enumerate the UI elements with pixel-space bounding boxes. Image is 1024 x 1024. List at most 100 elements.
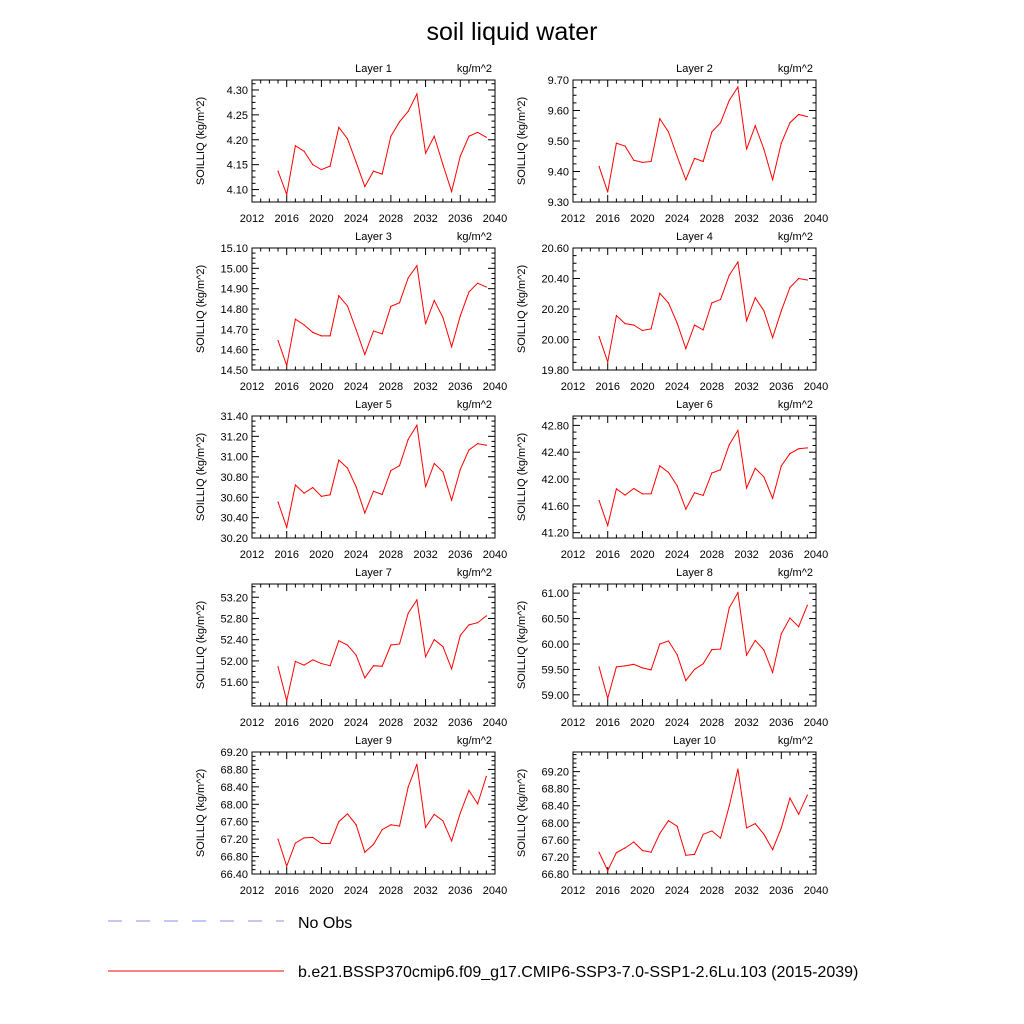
panel-units: kg/m^2: [778, 399, 813, 411]
data-point: [459, 468, 461, 470]
data-point: [641, 329, 644, 332]
data-point: [346, 305, 349, 307]
x-tick-label: 2012: [561, 717, 585, 729]
data-point: [407, 277, 409, 279]
data-point: [433, 299, 435, 302]
data-point: [763, 476, 765, 478]
y-tick-label: 4.30: [227, 85, 248, 97]
panel-title: Layer 7: [355, 567, 392, 579]
x-tick-label: 2036: [769, 549, 793, 561]
y-axis-label: SOILLIQ (kg/m^2): [516, 97, 528, 185]
y-tick-label: 52.80: [220, 613, 248, 625]
panel-units: kg/m^2: [778, 735, 813, 747]
series-line: [598, 428, 808, 528]
data-point: [719, 298, 722, 301]
data-point: [485, 444, 487, 446]
data-point: [685, 508, 687, 510]
data-point: [641, 493, 644, 495]
x-tick-label: 2016: [274, 717, 298, 729]
data-point: [398, 643, 401, 645]
data-point: [320, 842, 323, 845]
y-tick-label: 66.80: [541, 869, 569, 881]
panel-frame: [251, 247, 496, 371]
data-point: [607, 524, 609, 527]
x-tick-label: 2040: [483, 549, 507, 561]
x-tick-label: 2016: [274, 549, 298, 561]
data-point: [485, 775, 487, 778]
x-tick-label: 2040: [483, 381, 507, 393]
data-point: [312, 331, 314, 333]
data-point: [772, 179, 774, 181]
data-point: [685, 679, 687, 682]
series-line: [598, 768, 808, 872]
y-tick-label: 14.70: [220, 324, 248, 336]
x-tick-label: 2016: [595, 213, 619, 225]
x-tick-label: 2024: [344, 549, 368, 561]
y-tick-label: 9.70: [548, 75, 569, 87]
data-point: [624, 323, 626, 325]
y-axis-label: SOILLIQ (kg/m^2): [516, 265, 528, 353]
data-point: [320, 662, 323, 665]
data-point: [763, 310, 765, 312]
data-point: [693, 157, 696, 159]
x-tick-label: 2012: [240, 213, 264, 225]
data-point: [355, 824, 357, 826]
panel-9: Layer 9 kg/m^2 SOILLIQ (kg/m^2) 2012 2016 202…: [195, 735, 507, 897]
data-point: [312, 836, 314, 839]
data-point: [329, 842, 331, 845]
x-tick-label: 2040: [804, 381, 828, 393]
x-tick-label: 2012: [240, 549, 264, 561]
panel-8: Layer 8 kg/m^2 SOILLIQ (kg/m^2) 2012 2016 202…: [516, 567, 828, 729]
panel-units: kg/m^2: [457, 567, 492, 579]
data-point: [806, 447, 808, 449]
y-tick-label: 30.20: [220, 533, 248, 545]
data-point: [364, 851, 366, 853]
data-point: [485, 286, 487, 288]
panel-units: kg/m^2: [457, 63, 492, 75]
y-tick-label: 14.50: [220, 365, 248, 377]
data-point: [303, 324, 305, 326]
y-tick-label: 4.20: [227, 135, 248, 147]
data-point: [338, 295, 340, 297]
y-tick-label: 42.40: [541, 447, 569, 459]
data-point: [433, 462, 435, 465]
data-point: [615, 314, 617, 317]
legend: No Obs b.e21.BSSP370cmip6.f09_g17.CMIP6-…: [108, 915, 858, 981]
x-tick-label: 2036: [448, 549, 472, 561]
series-line: [277, 423, 487, 530]
x-tick-label: 2032: [734, 381, 758, 393]
data-point: [459, 812, 461, 814]
x-tick-label: 2032: [734, 885, 758, 897]
data-point: [798, 626, 800, 628]
x-tick-label: 2020: [630, 885, 654, 897]
data-point: [719, 837, 722, 839]
data-point: [624, 847, 626, 849]
data-point: [806, 116, 808, 118]
data-point: [294, 318, 296, 320]
y-tick-label: 68.80: [541, 784, 569, 796]
data-point: [798, 113, 800, 116]
y-tick-label: 14.90: [220, 284, 248, 296]
data-point: [745, 654, 748, 656]
data-point: [598, 666, 600, 668]
data-point: [338, 459, 340, 461]
data-point: [485, 136, 487, 138]
y-tick-label: 68.40: [220, 782, 248, 794]
data-point: [372, 665, 375, 667]
y-tick-label: 67.20: [541, 852, 569, 864]
y-tick-label: 9.60: [548, 106, 569, 118]
y-tick-label: 30.60: [220, 492, 248, 504]
x-tick-label: 2036: [448, 885, 472, 897]
series-line: [598, 85, 808, 193]
data-point: [390, 469, 392, 472]
data-point: [294, 145, 296, 147]
panel-title: Layer 5: [355, 399, 392, 411]
data-point: [477, 803, 479, 805]
data-point: [398, 465, 401, 467]
data-point: [798, 277, 800, 280]
x-tick-label: 2036: [769, 717, 793, 729]
y-tick-label: 59.50: [541, 664, 569, 676]
data-point: [650, 328, 652, 330]
data-point: [702, 494, 704, 497]
data-point: [789, 797, 791, 799]
